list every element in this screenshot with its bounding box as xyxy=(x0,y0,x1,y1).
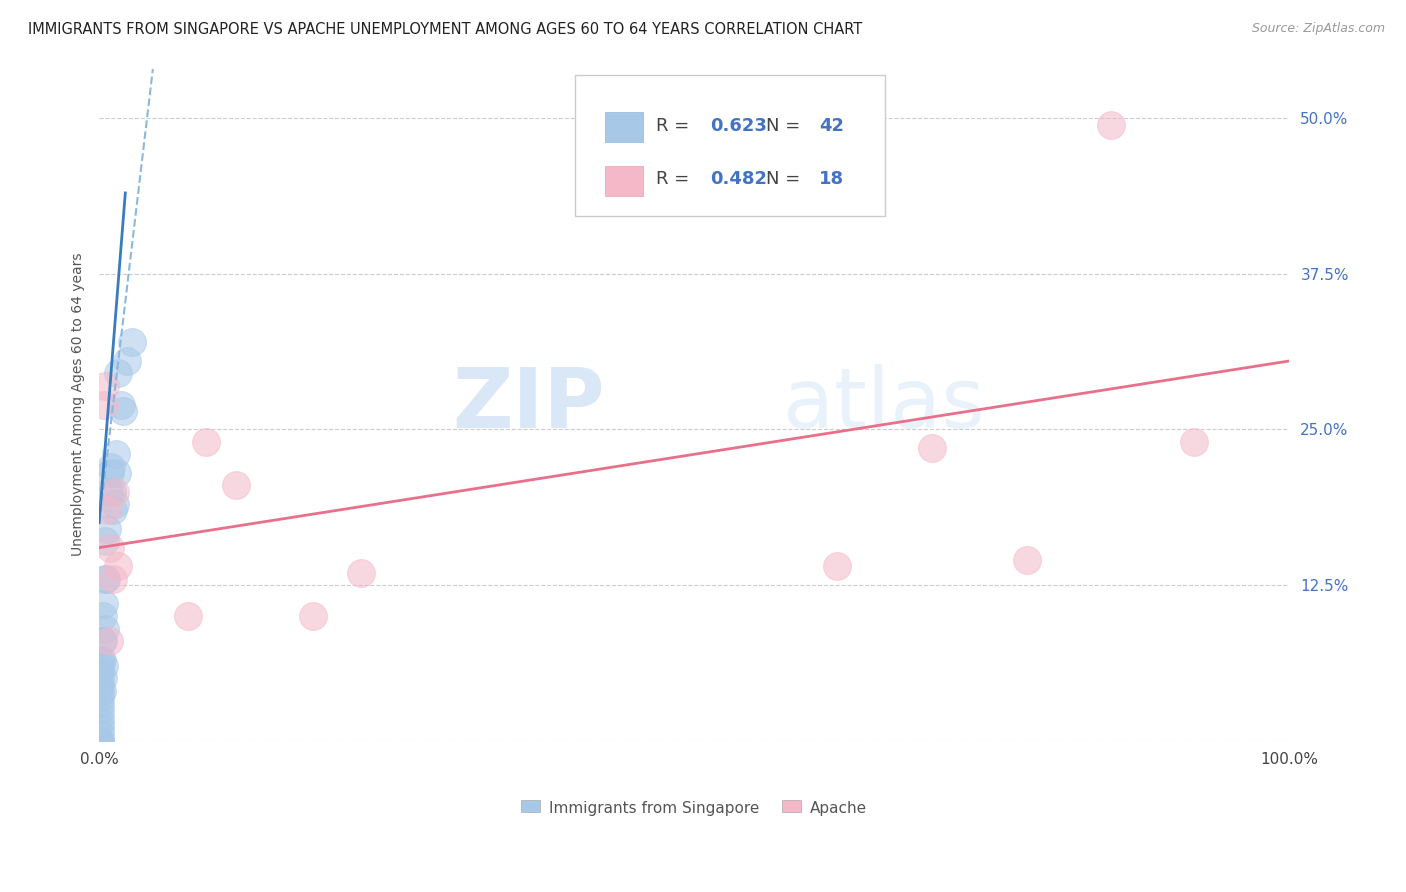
Point xyxy=(105,466,128,480)
Point xyxy=(89,708,111,723)
Point xyxy=(89,727,111,741)
Text: R =: R = xyxy=(657,117,695,135)
Y-axis label: Unemployment Among Ages 60 to 64 years: Unemployment Among Ages 60 to 64 years xyxy=(72,252,86,557)
Point xyxy=(96,572,118,586)
Point xyxy=(89,677,111,691)
Point xyxy=(1182,434,1205,449)
Point xyxy=(89,733,111,747)
Point xyxy=(96,522,118,536)
Point xyxy=(90,653,112,667)
Point xyxy=(94,572,117,586)
Point xyxy=(91,609,114,624)
Point xyxy=(91,634,114,648)
Text: 0.623: 0.623 xyxy=(710,117,766,135)
Point xyxy=(103,572,125,586)
Point xyxy=(1017,553,1039,567)
Point xyxy=(89,714,111,729)
Point xyxy=(93,597,115,611)
Point xyxy=(98,466,121,480)
Point xyxy=(96,503,118,517)
Point xyxy=(91,671,114,685)
Text: 18: 18 xyxy=(820,170,844,188)
Text: ZIP: ZIP xyxy=(453,364,605,445)
Point xyxy=(93,658,115,673)
Point xyxy=(89,683,111,698)
Point xyxy=(98,541,121,555)
Point xyxy=(195,434,218,449)
Point xyxy=(121,335,143,350)
Bar xyxy=(605,166,643,196)
Point xyxy=(89,671,111,685)
Point xyxy=(101,484,124,499)
Point xyxy=(104,497,127,511)
Point xyxy=(107,559,129,574)
Point xyxy=(94,379,117,393)
Point xyxy=(104,484,127,499)
Legend: Immigrants from Singapore, Apache: Immigrants from Singapore, Apache xyxy=(516,796,873,822)
Text: 0.482: 0.482 xyxy=(710,170,766,188)
Point xyxy=(89,653,111,667)
Text: Source: ZipAtlas.com: Source: ZipAtlas.com xyxy=(1251,22,1385,36)
Text: IMMIGRANTS FROM SINGAPORE VS APACHE UNEMPLOYMENT AMONG AGES 60 TO 64 YEARS CORRE: IMMIGRANTS FROM SINGAPORE VS APACHE UNEM… xyxy=(28,22,862,37)
Point xyxy=(103,503,125,517)
Point xyxy=(225,478,247,492)
Point xyxy=(89,733,111,747)
Point xyxy=(89,696,111,710)
Point xyxy=(104,447,127,461)
Point xyxy=(97,484,120,499)
Point xyxy=(302,609,325,624)
Point xyxy=(111,403,134,417)
Point xyxy=(94,534,117,549)
Text: R =: R = xyxy=(657,170,695,188)
Point xyxy=(107,367,129,381)
Bar xyxy=(605,112,643,143)
Text: N =: N = xyxy=(766,117,806,135)
Point xyxy=(89,733,111,747)
FancyBboxPatch shape xyxy=(575,75,884,217)
Point xyxy=(94,622,117,636)
Point xyxy=(350,566,373,580)
Point xyxy=(89,721,111,735)
Text: 42: 42 xyxy=(820,117,844,135)
Point xyxy=(115,354,138,368)
Point xyxy=(89,702,111,716)
Point xyxy=(100,459,122,474)
Point xyxy=(825,559,848,574)
Point xyxy=(93,398,115,412)
Point xyxy=(89,658,111,673)
Point xyxy=(110,398,132,412)
Point xyxy=(90,634,112,648)
Point xyxy=(89,665,111,679)
Point xyxy=(177,609,200,624)
Point xyxy=(90,683,112,698)
Point xyxy=(89,690,111,704)
Point xyxy=(1099,118,1122,132)
Point xyxy=(97,634,120,648)
Point xyxy=(921,441,943,455)
Text: N =: N = xyxy=(766,170,806,188)
Text: atlas: atlas xyxy=(783,364,986,445)
